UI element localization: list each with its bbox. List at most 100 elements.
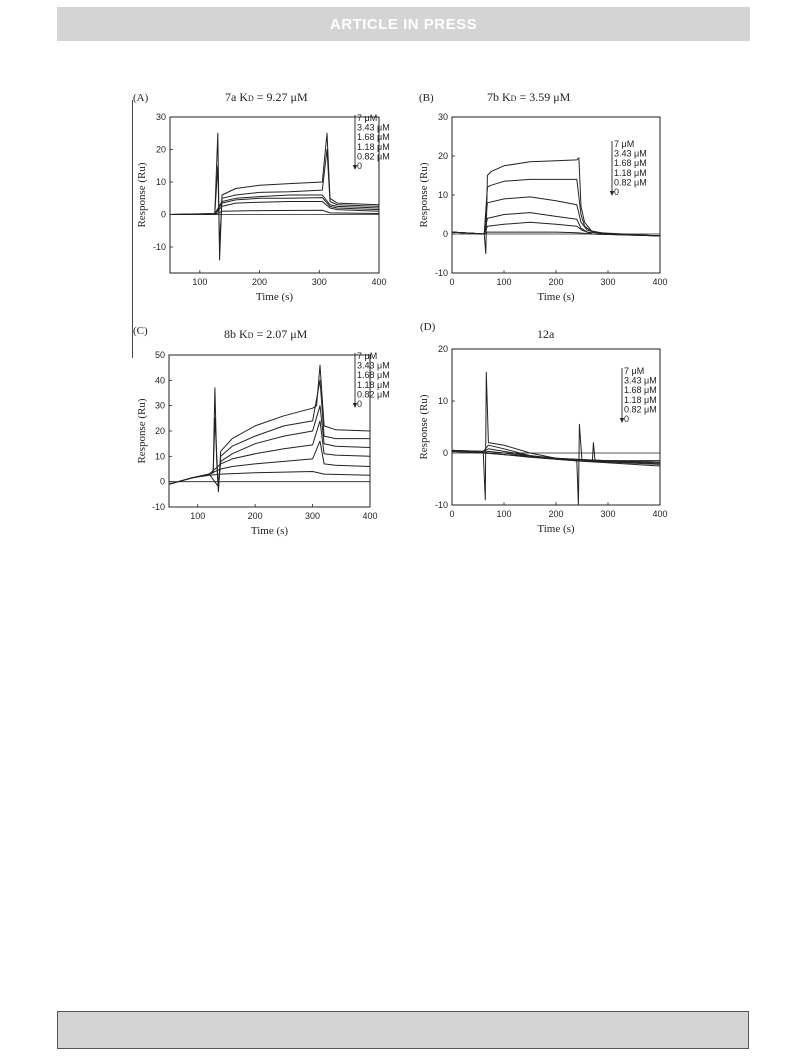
panel-d-legend-label: 3.43 μM — [624, 376, 657, 386]
panel-d-legend-label: 0 — [624, 414, 629, 424]
panel-b-ytick-label: 0 — [443, 229, 448, 239]
panel-c-legend-label: 1.68 μM — [357, 370, 390, 380]
panel-a-legend-label: 3.43 μM — [357, 123, 390, 133]
panel-c-legend-arrowhead — [352, 403, 358, 408]
panel-d-ytick-label: 20 — [438, 344, 448, 354]
panel-b-legend-label: 3.43 μM — [614, 149, 647, 159]
panel-d-ylabel: Response (Ru) — [418, 394, 430, 459]
panel-a-ylabel: Response (Ru) — [136, 162, 148, 227]
panel-b-xtick-label: 100 — [496, 277, 511, 287]
panel-a-legend-label: 1.68 μM — [357, 132, 390, 142]
panel-a-ytick-label: 0 — [161, 210, 166, 220]
panel-b-series-line — [451, 221, 661, 237]
panel-d-ytick-label: -10 — [435, 500, 448, 510]
panel-c-xtick-label: 400 — [362, 511, 377, 521]
panel-b-ytick-label: 10 — [438, 190, 448, 200]
footer-bar — [57, 1011, 749, 1049]
panel-b-legend-arrowhead — [609, 191, 615, 196]
panel-a-series-line — [169, 201, 380, 215]
panel-a-series-line — [169, 194, 380, 215]
panel-b-legend-label: 0 — [614, 187, 619, 197]
panel-d-xtick-label: 200 — [548, 509, 563, 519]
article-in-press-banner: ARTICLE IN PRESS — [57, 7, 750, 41]
panel-b-ylabel: Response (Ru) — [418, 162, 430, 227]
panel-a-ytick-label: 30 — [156, 112, 166, 122]
panel-b-ytick-label: -10 — [435, 268, 448, 278]
panel-b-ytick-label: 20 — [438, 151, 448, 161]
panel-c-legend-label: 1.18 μM — [357, 380, 390, 390]
panel-a-legend-label: 1.18 μM — [357, 142, 390, 152]
panel-c-legend-label: 0.82 μM — [357, 389, 390, 399]
panel-c-legend-label: 7 μM — [357, 351, 377, 361]
panel-a-ytick-label: 10 — [156, 177, 166, 187]
panel-d-legend-label: 1.68 μM — [624, 385, 657, 395]
panel-a-legend-arrowhead — [352, 165, 358, 170]
panel-c-ytick-label: 40 — [155, 375, 165, 385]
panel-a-letter: (A) — [133, 92, 149, 104]
panel-a-ytick-label: -10 — [153, 242, 166, 252]
panel-b-xtick-label: 0 — [449, 277, 454, 287]
panel-a-legend-label: 0 — [357, 161, 362, 171]
panel-d-series-line — [451, 450, 660, 462]
panel-d-ytick-label: 10 — [438, 396, 448, 406]
panel-a-xlabel: Time (s) — [256, 291, 294, 303]
panel-d-legend-label: 0.82 μM — [624, 404, 657, 414]
panel-d-ytick-label: 0 — [443, 448, 448, 458]
panel-c-legend-label: 3.43 μM — [357, 361, 390, 371]
panel-a-series-line — [170, 209, 380, 215]
panel-d-xtick-label: 300 — [600, 509, 615, 519]
panel-d-xtick-label: 0 — [449, 509, 454, 519]
panel-b-ytick-label: 30 — [438, 112, 448, 122]
panel-c-xtick-label: 100 — [190, 511, 205, 521]
panel-d-letter: (D) — [420, 321, 436, 333]
panel-c-ytick-label: 50 — [155, 350, 165, 360]
panel-b-letter: (B) — [419, 92, 434, 104]
panel-b-series-line — [451, 178, 661, 237]
panel-a-xtick-label: 400 — [371, 277, 386, 287]
panel-c-xtick-label: 300 — [305, 511, 320, 521]
panel-b-xtick-label: 200 — [548, 277, 563, 287]
vertical-rule — [132, 100, 133, 358]
panel-b-series-line — [451, 231, 661, 237]
panel-d-legend-label: 1.18 μM — [624, 395, 657, 405]
panel-c-ytick-label: 0 — [160, 477, 165, 487]
panel-a-series-line — [169, 197, 380, 215]
panel-b-title: 7b KD = 3.59 μM — [487, 90, 571, 104]
panel-b-legend-label: 0.82 μM — [614, 177, 647, 187]
panel-b-xtick-label: 400 — [652, 277, 667, 287]
panel-b-xtick-label: 300 — [600, 277, 615, 287]
panel-b-legend-label: 7 μM — [614, 139, 634, 149]
panel-d-xtick-label: 400 — [652, 509, 667, 519]
panel-a-legend-label: 7 μM — [357, 113, 377, 123]
panel-b-series-line — [451, 212, 661, 237]
panel-a-frame — [169, 116, 380, 274]
panel-a-ytick-label: 20 — [156, 145, 166, 155]
panel-d-title: 12a — [537, 327, 555, 341]
banner-text: ARTICLE IN PRESS — [329, 15, 478, 33]
panel-d-xtick-label: 100 — [496, 509, 511, 519]
panel-b-legend-label: 1.68 μM — [614, 158, 647, 168]
panel-c-ytick-label: -10 — [152, 502, 165, 512]
panel-b-legend-label: 1.18 μM — [614, 168, 647, 178]
panel-c-ytick-label: 20 — [155, 426, 165, 436]
panel-d-legend-arrowhead — [619, 418, 625, 423]
panel-a-series-line — [169, 149, 380, 248]
panel-d-legend-label: 7 μM — [624, 366, 644, 376]
panel-c-letter: (C) — [133, 325, 148, 337]
panel-c-xlabel: Time (s) — [251, 525, 289, 537]
panel-d-xlabel: Time (s) — [537, 523, 575, 535]
panel-a-title: 7a KD = 9.27 μM — [225, 90, 308, 104]
panel-c-legend-label: 0 — [357, 399, 362, 409]
panel-a-xtick-label: 200 — [252, 277, 267, 287]
panel-b-xlabel: Time (s) — [537, 291, 575, 303]
panel-b-series-line — [451, 196, 661, 237]
panel-c-series-line — [168, 440, 371, 485]
panel-c-ytick-label: 10 — [155, 451, 165, 461]
panel-a-xtick-label: 100 — [192, 277, 207, 287]
panel-c-xtick-label: 200 — [248, 511, 263, 521]
panel-c-series-line — [168, 471, 371, 485]
panel-a-series-line — [169, 132, 380, 261]
panel-a-xtick-label: 300 — [312, 277, 327, 287]
panel-c-ylabel: Response (Ru) — [136, 398, 148, 463]
